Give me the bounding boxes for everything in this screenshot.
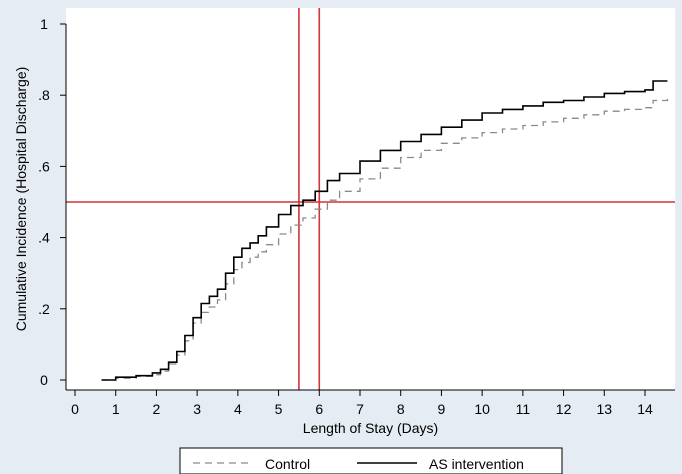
x-tick-label: 3 [193, 401, 201, 417]
x-axis-ticks: 0 1 2 3 4 5 6 7 8 9 10 11 12 13 14 [71, 390, 653, 417]
plot-area [66, 8, 675, 390]
x-tick-label: 12 [556, 401, 572, 417]
x-tick-label: 5 [275, 401, 283, 417]
y-tick-label: 1 [40, 16, 48, 32]
x-tick-label: 8 [397, 401, 405, 417]
legend-label-as-intervention: AS intervention [429, 456, 524, 472]
y-tick-label: .4 [38, 230, 50, 246]
legend-box [179, 447, 563, 474]
y-axis-ticks: 0 .2 .4 .6 .8 1 [38, 16, 66, 388]
y-tick-label: 0 [40, 372, 48, 388]
series-layer [101, 80, 669, 381]
series-line-as-intervention [101, 80, 668, 381]
x-tick-label: 11 [516, 401, 531, 417]
reference-lines [66, 8, 675, 390]
legend: Control AS intervention [179, 447, 563, 474]
y-axis-label: Cumulative Incidence (Hospital Discharge… [13, 67, 29, 332]
x-axis-label: Length of Stay (Days) [303, 420, 438, 436]
x-tick-label: 4 [234, 401, 242, 417]
x-tick-label: 13 [596, 401, 612, 417]
x-tick-label: 9 [438, 401, 446, 417]
x-tick-label: 10 [474, 401, 490, 417]
x-tick-label: 6 [315, 401, 323, 417]
y-tick-label: .6 [38, 158, 50, 174]
x-tick-label: 2 [153, 401, 161, 417]
legend-label-control: Control [265, 456, 310, 472]
y-tick-label: .8 [38, 87, 50, 103]
x-tick-label: 1 [112, 401, 120, 417]
y-tick-label: .2 [38, 301, 50, 317]
x-tick-label: 0 [71, 401, 79, 417]
x-tick-label: 7 [356, 401, 364, 417]
series-line-control [101, 98, 669, 381]
x-tick-label: 14 [637, 401, 653, 417]
